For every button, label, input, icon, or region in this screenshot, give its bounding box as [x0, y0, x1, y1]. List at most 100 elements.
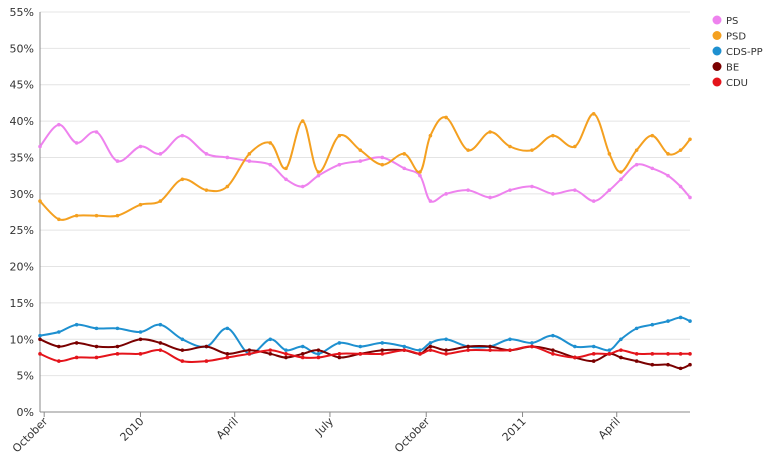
data-point-psd	[358, 148, 363, 152]
data-point-cds-pp	[380, 341, 385, 345]
data-point-cds-pp	[284, 348, 288, 352]
data-point-cds-pp	[678, 315, 683, 320]
data-point-ps	[508, 188, 512, 192]
data-point-psd	[444, 115, 448, 120]
legend-item-psd: PSD	[712, 31, 746, 43]
series-cdu	[38, 344, 692, 364]
data-point-psd	[508, 144, 512, 149]
data-point-cdu	[38, 352, 42, 356]
legend-label: BE	[726, 63, 739, 74]
series-line-cds-pp	[39, 316, 691, 355]
data-point-ps	[380, 155, 385, 160]
data-point-cds-pp	[74, 322, 79, 327]
data-point-psd	[138, 202, 143, 207]
y-tick-label: 35%	[10, 151, 34, 164]
data-point-cdu	[508, 348, 512, 352]
data-point-psd	[225, 184, 230, 189]
data-point-ps	[428, 199, 433, 203]
data-point-ps	[38, 144, 42, 149]
data-point-cds-pp	[402, 344, 407, 349]
data-point-cds-pp	[650, 322, 655, 327]
data-point-be	[666, 362, 670, 367]
y-tick-label: 0%	[17, 406, 34, 419]
data-point-cdu	[316, 355, 321, 360]
data-point-ps	[634, 162, 639, 167]
data-point-cds-pp	[573, 344, 577, 349]
data-point-psd	[488, 130, 492, 134]
legend-label: CDU	[726, 78, 748, 89]
data-point-ps	[418, 173, 422, 178]
data-point-cds-pp	[337, 341, 342, 345]
data-point-be	[688, 362, 692, 367]
data-point-cds-pp	[444, 337, 448, 342]
data-point-be	[284, 355, 288, 360]
data-point-ps	[466, 188, 470, 192]
data-point-ps	[300, 184, 305, 189]
data-point-ps	[619, 177, 623, 182]
data-point-cdu	[650, 352, 655, 356]
data-point-be	[466, 344, 470, 349]
data-point-cdu	[607, 352, 612, 356]
legend-marker	[712, 15, 722, 25]
data-point-cdu	[688, 352, 692, 356]
data-point-psd	[666, 152, 670, 156]
legend-item-cdu: CDU	[712, 77, 748, 89]
data-point-be	[204, 344, 209, 349]
data-point-psd	[94, 213, 99, 218]
data-point-cdu	[530, 344, 534, 349]
data-point-cds-pp	[591, 344, 596, 349]
data-point-cdu	[358, 352, 363, 356]
data-point-psd	[591, 112, 596, 116]
data-point-psd	[284, 166, 288, 171]
data-point-cdu	[666, 352, 670, 356]
data-point-psd	[573, 144, 577, 149]
data-point-be	[678, 366, 683, 371]
data-point-cdu	[428, 348, 433, 352]
series-ps	[38, 122, 692, 203]
data-point-be	[300, 352, 305, 356]
data-point-cds-pp	[158, 322, 163, 327]
series-cds-pp	[38, 315, 692, 356]
data-point-ps	[488, 195, 492, 200]
data-point-cdu	[488, 348, 492, 352]
data-point-psd	[551, 133, 555, 138]
legend-item-be: BE	[712, 62, 739, 74]
data-point-psd	[607, 152, 612, 156]
data-point-psd	[247, 152, 252, 156]
y-tick-label: 20%	[10, 261, 34, 274]
data-point-be	[38, 337, 42, 342]
data-point-ps	[74, 141, 79, 145]
y-tick-label: 40%	[10, 115, 34, 128]
data-point-cdu	[300, 355, 305, 360]
data-point-cdu	[268, 348, 273, 352]
data-point-ps	[358, 159, 363, 163]
data-point-be	[380, 348, 385, 352]
x-tick-label: April	[214, 415, 241, 442]
legend-label: PSD	[726, 32, 746, 43]
data-point-psd	[402, 152, 407, 156]
x-tick-label: July	[312, 415, 336, 439]
data-point-cds-pp	[508, 337, 512, 342]
data-point-psd	[466, 148, 470, 152]
series-line-ps	[39, 123, 691, 203]
data-point-psd	[115, 213, 120, 218]
data-point-cdu	[225, 355, 230, 360]
data-point-cds-pp	[530, 341, 534, 345]
legend-marker	[712, 31, 722, 40]
data-point-cds-pp	[688, 319, 692, 323]
data-point-ps	[268, 162, 273, 167]
data-point-ps	[57, 122, 61, 127]
data-point-cds-pp	[316, 352, 321, 356]
data-point-cdu	[74, 355, 79, 360]
data-point-ps	[284, 177, 288, 182]
data-point-be	[247, 348, 252, 352]
data-point-cds-pp	[418, 348, 422, 352]
data-point-ps	[94, 130, 99, 134]
data-point-cdu	[380, 352, 385, 356]
data-point-cdu	[115, 352, 120, 356]
data-point-cdu	[337, 352, 342, 356]
data-point-psd	[380, 162, 385, 167]
data-point-be	[138, 337, 143, 342]
series-line-psd	[39, 112, 691, 221]
